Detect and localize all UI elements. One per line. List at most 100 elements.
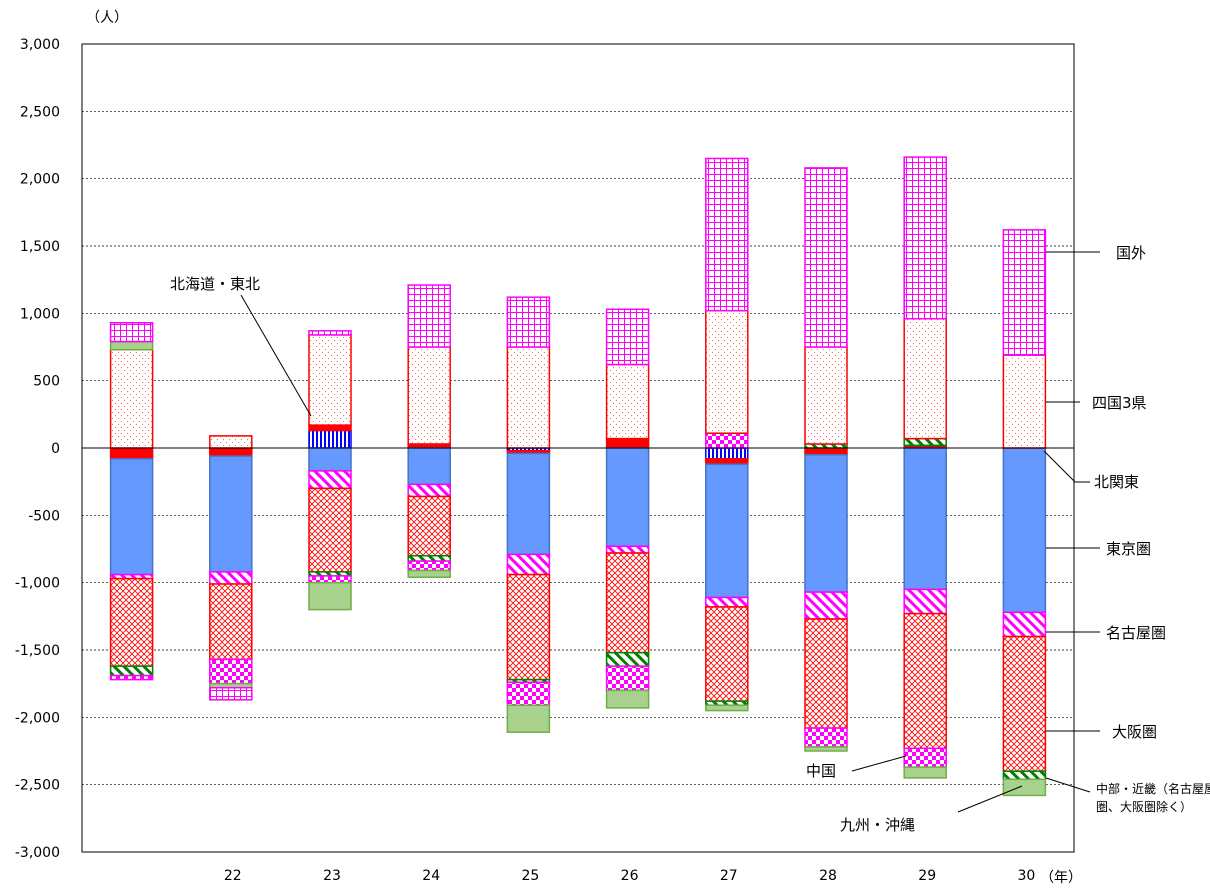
x-tick-label: 23 [323,868,341,884]
bar-segment-shikoku [407,346,451,445]
bar-segment-kita-kanto [109,447,154,460]
bar-segment-shikoku [506,346,551,449]
bar-segment-shikoku [109,348,154,449]
annotation-kyushu-okinawa: 九州・沖縄 [840,816,915,834]
y-tick-label: -1,000 [15,576,60,592]
bar-segment-kyushu-okinawa [407,569,451,579]
y-tick-label: 1,500 [20,239,60,255]
bar-segment-kyushu-okinawa [109,340,154,351]
bar-segment-tokyo [506,452,551,556]
bar-segment-kyushu-okinawa [605,689,650,709]
bar-segment-chugoku [308,575,352,584]
y-tick-label: -3,000 [15,845,60,861]
annotation-leaders [240,251,1100,813]
annotation-chugoku: 中国 [806,762,836,780]
bar-segment-kokugai [605,308,650,366]
annotation-tokyo: 東京圏 [1106,540,1151,558]
bar-segment-chugoku [705,432,749,449]
bar-segment-osaka [605,552,650,654]
x-axis-unit-label: （年） [1040,870,1082,886]
bar-segment-osaka [705,606,749,702]
bar-segment-nagoya [605,545,650,554]
x-tick-label: 27 [720,868,738,884]
x-tick-label: 28 [819,868,837,884]
bar-segment-kyushu-okinawa [903,766,947,779]
y-tick-label: -2,500 [15,778,60,794]
bar-segment-chubu-kinki [109,665,154,677]
bar-segment-tokyo [407,447,451,486]
bar-segment-chugoku [903,747,947,768]
y-tick-label: 2,500 [20,104,60,120]
bar-segment-osaka [903,612,947,750]
bar-segment-nagoya [308,470,352,490]
y-axis-tick-labels: 3,000 2,500 2,000 1,500 1,000 500 0 -500 -1,000 -… [15,37,60,861]
bar-segment-chugoku [506,681,551,706]
bar-segment-kokugai [308,330,352,336]
bar-segment-chugoku [109,674,154,681]
bars [109,156,1047,797]
bar-segment-kokugai [209,686,253,701]
bar-segment-osaka [407,495,451,557]
bar-segment-tokyo [1002,447,1047,614]
y-axis-unit-label: （人） [86,10,128,26]
bar-segment-chubu-kinki [605,651,650,667]
bar-segment-nagoya [804,591,848,620]
bar-segment-osaka [209,583,253,661]
y-tick-label: 3,000 [20,37,60,53]
bar-segment-tokyo [705,463,749,599]
bar-segment-nagoya [209,571,253,585]
y-tick-label: 500 [33,374,60,390]
bar-segment-osaka [1002,635,1047,772]
bar-segment-nagoya [705,596,749,608]
annotation-chubu-kinki-line2: 圏、大阪圏除く） [1096,799,1192,814]
bar-segment-kyushu-okinawa [506,704,551,733]
bar-segment-shikoku [903,317,947,440]
bar-segment-kokugai [109,322,154,343]
bar-segment-nagoya [903,588,947,615]
bar-segment-shikoku [605,363,650,440]
bar-segment-nagoya [407,483,451,498]
bar-segment-tokyo [804,453,848,593]
bar-segment-shikoku [209,435,253,449]
bar-segment-tokyo [109,458,154,576]
bar-segment-kyushu-okinawa [1002,778,1047,797]
bar-segment-nagoya [506,553,551,576]
bar-segment-chugoku [407,560,451,572]
bar-segment-chugoku [605,665,650,692]
y-tick-label: -500 [28,508,60,524]
bar-segment-kyushu-okinawa [308,581,352,611]
bar-segment-tokyo [209,455,253,573]
bar-segment-kokugai [804,167,848,348]
bar-segment-kita-kanto [209,448,253,457]
bar-segment-osaka [308,487,352,573]
x-tick-label: 24 [422,868,440,884]
bar-segment-kokugai [407,284,451,348]
bar-segment-kokugai [506,296,551,348]
annotation-shikoku: 四国3県 [1092,394,1147,412]
bar-segment-kyushu-okinawa [804,746,848,752]
bar-segment-chubu-kinki [903,437,947,447]
annotation-kita-kanto: 北関東 [1094,473,1139,491]
annotation-nagoya: 名古屋圏 [1106,624,1166,642]
bar-segment-chubu-kinki [407,554,451,562]
bar-segment-chugoku [804,727,848,748]
annotation-hokkaido-tohoku: 北海道・東北 [170,275,260,293]
bar-segment-shikoku [308,334,352,426]
bar-segment-kokugai [903,156,947,320]
bar-segment-kita-kanto [308,424,352,432]
y-tick-label: 1,000 [20,306,60,322]
x-tick-label: 30 [1017,868,1035,884]
annotation-osaka: 大阪圏 [1112,723,1157,741]
bar-segment-osaka [109,577,154,667]
bar-segment-osaka [506,573,551,681]
y-tick-label: 0 [51,441,60,457]
x-tick-label: 25 [521,868,539,884]
x-tick-label: 26 [621,868,639,884]
x-axis-tick-labels: 22 23 24 25 26 27 28 29 30 [224,868,1035,884]
y-tick-label: 2,000 [20,172,60,188]
annotation-kokugai: 国外 [1116,244,1146,262]
bar-segment-osaka [804,618,848,729]
bar-segment-tokyo [903,447,947,591]
bar-segment-shikoku [705,309,749,434]
